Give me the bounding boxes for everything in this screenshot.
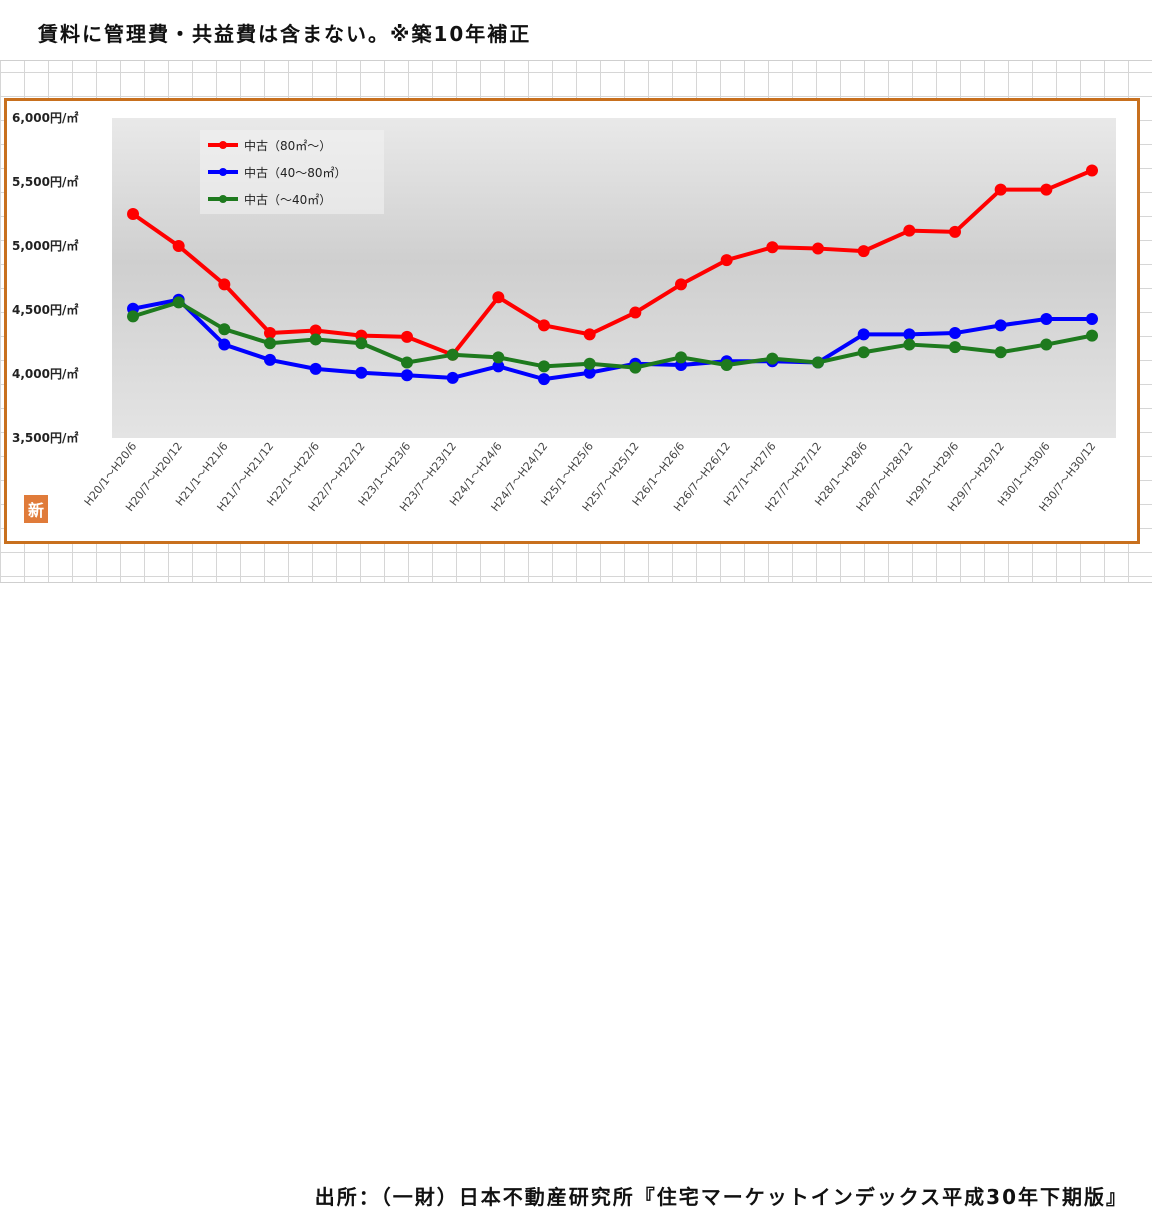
data-point (538, 373, 550, 386)
data-point (309, 333, 322, 346)
data-point (355, 337, 368, 350)
y-tick-label: 3,500円/㎡ (12, 430, 78, 445)
data-point (218, 323, 231, 336)
new-badge: 新 (24, 495, 48, 523)
data-point (218, 338, 231, 351)
header-note: 賃料に管理費・共益費は含まない。※築10年補正 (38, 22, 532, 46)
data-point (538, 319, 550, 332)
data-point (720, 254, 733, 267)
data-point (857, 328, 870, 341)
data-point (994, 346, 1007, 359)
legend-marker (219, 141, 227, 149)
data-point (401, 330, 413, 343)
data-point (1040, 183, 1053, 196)
data-point (127, 208, 139, 220)
data-point (629, 361, 642, 374)
data-point (766, 352, 779, 365)
series-line-1 (131, 168, 1093, 357)
data-point (309, 362, 322, 375)
data-point (492, 360, 505, 373)
data-point (172, 240, 185, 252)
data-point (994, 319, 1007, 332)
data-point (857, 245, 870, 258)
data-point (720, 359, 733, 372)
data-point (1040, 312, 1053, 325)
line-chart: 3,500円/㎡ 4,000円/㎡ 4,500円/㎡ 5,000円/㎡ 5,500円/㎡… (12, 110, 1116, 514)
data-point (401, 356, 413, 369)
data-point (675, 278, 687, 291)
data-point (675, 351, 687, 364)
data-point (446, 348, 459, 361)
data-point (903, 328, 916, 341)
data-point (446, 371, 459, 384)
series-line-3 (132, 300, 1093, 370)
y-tick-label: 4,000円/㎡ (12, 366, 78, 381)
legend-label: 中古（40～80㎡） (244, 165, 347, 180)
data-point (1040, 338, 1053, 351)
data-point (583, 328, 596, 341)
data-point (264, 327, 276, 340)
legend-label: 中古（～40㎡） (244, 192, 331, 207)
y-tick-label: 5,500円/㎡ (12, 174, 78, 189)
data-point (994, 183, 1007, 196)
legend-marker (219, 195, 227, 203)
data-point (1086, 329, 1098, 342)
data-point (766, 241, 779, 254)
y-tick-label: 5,000円/㎡ (12, 238, 78, 253)
data-point (812, 356, 824, 369)
data-point (401, 369, 413, 382)
data-point (583, 366, 596, 379)
data-point (538, 360, 550, 373)
data-point (264, 353, 276, 366)
data-point (629, 306, 642, 319)
legend-marker (219, 168, 227, 176)
data-point (309, 324, 322, 337)
data-point (857, 346, 870, 359)
data-point (218, 278, 231, 291)
data-point (949, 327, 961, 340)
data-point (949, 341, 961, 354)
data-point (1086, 164, 1098, 177)
data-point (812, 242, 824, 255)
data-point (264, 337, 276, 350)
data-point (1086, 312, 1098, 325)
y-tick-label: 6,000円/㎡ (12, 110, 78, 125)
data-point (903, 338, 916, 351)
data-point (492, 291, 505, 304)
source-note: 出所：（一財）日本不動産研究所『住宅マーケットインデックス平成30年下期版』 (314, 1185, 1128, 1209)
data-point (949, 225, 961, 238)
data-point (583, 357, 596, 370)
data-point (355, 366, 368, 379)
data-point (172, 296, 185, 309)
data-point (492, 351, 505, 364)
data-point (903, 224, 916, 237)
y-tick-label: 4,500円/㎡ (12, 302, 78, 317)
series-line-2 (132, 297, 1092, 382)
data-point (127, 310, 139, 323)
legend-label: 中古（80㎡～） (244, 138, 331, 153)
header-band: 賃料に管理費・共益費は含まない。※築10年補正 (0, 0, 1152, 61)
